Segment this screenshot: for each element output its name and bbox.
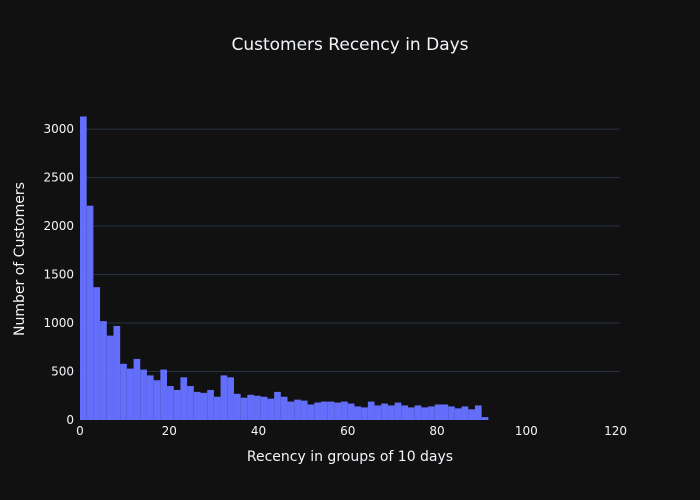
x-axis-ticks: 0 20 40 60 80 100 120 bbox=[76, 424, 627, 438]
histogram-bar bbox=[146, 375, 154, 420]
x-tick-label: 100 bbox=[515, 424, 538, 438]
x-tick-label: 40 bbox=[251, 424, 266, 438]
histogram-bar bbox=[180, 377, 188, 420]
histogram-bar bbox=[233, 393, 241, 420]
histogram-bar bbox=[408, 407, 415, 420]
histogram-bar bbox=[133, 358, 141, 420]
y-tick-label: 1000 bbox=[43, 316, 74, 330]
histogram-bar bbox=[354, 406, 362, 420]
x-tick-label: 0 bbox=[76, 424, 84, 438]
y-axis-title: Number of Customers bbox=[12, 182, 28, 336]
histogram-bar bbox=[227, 377, 234, 420]
histogram-bar bbox=[320, 401, 328, 420]
histogram-bar bbox=[193, 391, 201, 420]
histogram-bar bbox=[448, 406, 455, 420]
histogram-bar bbox=[187, 386, 194, 420]
histogram-bar bbox=[213, 396, 221, 420]
histogram-bar bbox=[153, 380, 161, 420]
chart-title: Customers Recency in Days bbox=[231, 35, 468, 55]
y-tick-label: 500 bbox=[51, 365, 74, 379]
x-tick-label: 60 bbox=[340, 424, 355, 438]
histogram-bar bbox=[461, 406, 469, 420]
gridlines bbox=[80, 128, 620, 373]
x-axis-title: Recency in groups of 10 days bbox=[247, 449, 453, 465]
bars bbox=[80, 116, 489, 420]
histogram-bar bbox=[414, 405, 422, 420]
histogram-bar bbox=[421, 407, 429, 420]
x-tick-label: 80 bbox=[429, 424, 444, 438]
histogram-bar bbox=[254, 395, 261, 420]
histogram-bar bbox=[307, 404, 315, 420]
histogram-bar bbox=[327, 401, 335, 420]
y-tick-label: 0 bbox=[66, 413, 74, 427]
histogram-bar bbox=[474, 405, 482, 420]
histogram-bar bbox=[140, 369, 147, 420]
histogram-bar bbox=[100, 321, 107, 420]
y-tick-label: 2000 bbox=[43, 219, 74, 233]
histogram-bar bbox=[260, 396, 268, 420]
histogram-bar bbox=[434, 404, 442, 420]
histogram-bar bbox=[247, 394, 255, 420]
histogram-bar bbox=[454, 408, 462, 420]
histogram-bar bbox=[93, 287, 101, 420]
histogram-bar bbox=[387, 405, 395, 420]
histogram-bar bbox=[441, 404, 449, 420]
histogram-bar bbox=[361, 407, 368, 420]
histogram-bar bbox=[267, 398, 275, 420]
histogram-bar bbox=[334, 402, 342, 420]
x-tick-label: 120 bbox=[604, 424, 627, 438]
histogram-bar bbox=[167, 386, 174, 420]
histogram-bar bbox=[314, 402, 321, 420]
y-axis-ticks: 0 500 1000 1500 2000 2500 3000 bbox=[43, 122, 74, 427]
histogram-bar bbox=[468, 409, 475, 420]
x-tick-label: 20 bbox=[162, 424, 177, 438]
histogram-bar bbox=[394, 402, 402, 420]
histogram-bar bbox=[381, 403, 388, 420]
y-tick-label: 2500 bbox=[43, 171, 74, 185]
histogram-bar bbox=[120, 363, 127, 420]
histogram-bar bbox=[113, 325, 121, 420]
y-tick-label: 3000 bbox=[43, 122, 74, 136]
histogram-bar bbox=[126, 368, 134, 420]
histogram-bar bbox=[200, 392, 208, 420]
histogram-bar bbox=[80, 116, 87, 420]
histogram-bar bbox=[106, 335, 114, 420]
histogram-bar bbox=[347, 403, 355, 420]
histogram-bar bbox=[374, 405, 382, 420]
histogram-bar bbox=[300, 400, 308, 420]
histogram-bar bbox=[207, 389, 214, 420]
histogram-bar bbox=[274, 391, 281, 420]
histogram-bar bbox=[86, 205, 94, 420]
histogram-bar bbox=[428, 406, 435, 420]
histogram-bar bbox=[173, 389, 181, 420]
histogram-bar bbox=[341, 401, 348, 420]
histogram-bar bbox=[220, 375, 228, 420]
histogram-bar bbox=[287, 401, 295, 420]
histogram-bar bbox=[280, 396, 288, 420]
histogram-bar bbox=[481, 417, 489, 420]
histogram-bar bbox=[160, 369, 168, 420]
histogram-bar bbox=[401, 405, 409, 420]
histogram-bar bbox=[240, 397, 248, 420]
histogram-bar bbox=[294, 399, 301, 420]
histogram-bar bbox=[367, 401, 375, 420]
y-tick-label: 1500 bbox=[43, 268, 74, 282]
